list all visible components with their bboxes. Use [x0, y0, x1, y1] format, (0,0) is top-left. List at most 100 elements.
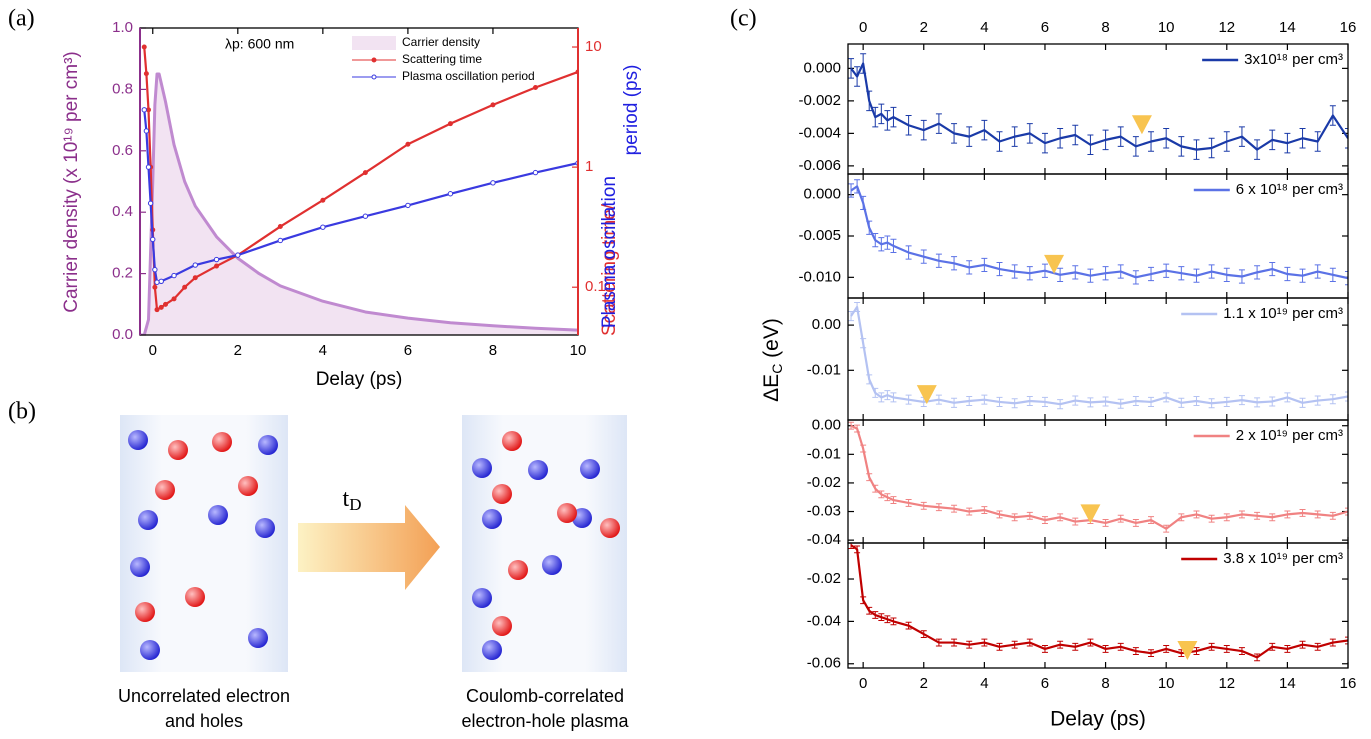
- panel-label: (b): [8, 399, 36, 425]
- y-tick-label: 1.0: [112, 19, 133, 36]
- line: [850, 305, 1348, 406]
- error-bar: [848, 58, 855, 79]
- point: [152, 284, 158, 290]
- y-tick-label: -0.03: [807, 503, 841, 520]
- legend-label: 1.1 x 10¹⁹ per cm³: [1223, 305, 1343, 322]
- error-bar: [1345, 271, 1348, 286]
- y2-tick-label: 1: [585, 158, 593, 175]
- hole: [208, 505, 228, 525]
- y2-tick-label: 0.1: [585, 278, 606, 295]
- electron: [238, 476, 258, 496]
- hole: [482, 509, 502, 529]
- hole: [130, 557, 150, 577]
- marker-triangle: [1080, 504, 1101, 524]
- area: [140, 74, 578, 335]
- point: [145, 164, 152, 170]
- caption: and holes: [165, 711, 243, 731]
- y-tick-label: 0.000: [803, 59, 841, 76]
- line: [140, 72, 578, 335]
- legend-label: 3.8 x 10¹⁹ per cm³: [1223, 550, 1343, 567]
- label-sub: C: [769, 364, 785, 374]
- y-tick-label: 0.2: [112, 265, 133, 282]
- label-main: t: [343, 486, 350, 512]
- electron: [492, 616, 512, 636]
- y-axis-label: ΔEC (eV): [760, 318, 785, 402]
- x-tick-label: 12: [1218, 19, 1235, 36]
- x-tick-label: 8: [489, 342, 497, 359]
- x-tick-label: 6: [1041, 675, 1049, 692]
- electron: [168, 440, 188, 460]
- point: [490, 180, 496, 186]
- plot-area: [848, 543, 1348, 662]
- point: [154, 307, 160, 313]
- marker-triangle: [916, 385, 937, 405]
- x-tick-label: 8: [1101, 19, 1109, 36]
- x-tick-label: 4: [319, 342, 327, 359]
- x-tick-label: 14: [1279, 675, 1296, 692]
- x-tick-label: 0: [149, 342, 157, 359]
- label-main: ΔE: [760, 374, 783, 402]
- y2-axis-label: Scattering time/: [599, 203, 620, 336]
- line: [850, 424, 1348, 530]
- point: [158, 304, 164, 310]
- x-tick-label: 10: [570, 342, 587, 359]
- point: [150, 236, 156, 243]
- x-axis-label: Delay (ps): [316, 369, 403, 390]
- y-tick-label: -0.02: [807, 570, 841, 587]
- y-tick-label: -0.004: [798, 124, 841, 141]
- panel-label: (a): [8, 6, 35, 32]
- point: [146, 107, 152, 113]
- label-unit: (eV): [760, 318, 783, 364]
- y-tick-label: -0.01: [807, 445, 841, 462]
- plot-area: [848, 302, 1348, 410]
- hole: [472, 588, 492, 608]
- arrow: [298, 505, 440, 590]
- electron: [502, 431, 522, 451]
- marker-triangle: [1177, 641, 1198, 661]
- point: [171, 296, 177, 302]
- y-tick-label: -0.005: [798, 227, 841, 244]
- point: [213, 256, 220, 263]
- y2-tick-label: 10: [585, 38, 602, 55]
- hole: [140, 640, 160, 660]
- plot-area: [848, 53, 1348, 160]
- y-tick-label: 0.00: [812, 417, 841, 434]
- point: [141, 107, 147, 113]
- y-tick-label: 0.000: [803, 186, 841, 203]
- x-tick-label: 0: [859, 675, 867, 692]
- x-tick-label: 6: [1041, 19, 1049, 36]
- line: [143, 109, 578, 284]
- line: [850, 544, 1348, 659]
- y-tick-label: 0.4: [112, 203, 133, 220]
- y-tick-label: -0.01: [807, 361, 841, 378]
- y-tick-label: -0.04: [807, 612, 841, 629]
- error-bar: [1345, 636, 1348, 645]
- hole: [255, 518, 275, 538]
- x-tick-label: 2: [234, 342, 242, 359]
- error-bar: [1345, 128, 1348, 149]
- y-axis-label: Carrier density (x 10¹⁹ per cm³): [61, 51, 82, 313]
- point: [447, 121, 453, 127]
- electron: [155, 480, 175, 500]
- line: [143, 46, 578, 311]
- electron: [557, 503, 577, 523]
- annotation: λp: 600 nm: [225, 36, 294, 52]
- y-tick-label: 0.8: [112, 80, 133, 97]
- x-axis-label: Delay (ps): [1050, 708, 1146, 731]
- point: [182, 284, 188, 290]
- plot-area: [848, 179, 1348, 286]
- x-tick-label: 8: [1101, 675, 1109, 692]
- electron: [600, 518, 620, 538]
- hole: [528, 460, 548, 480]
- caption: electron-hole plasma: [461, 711, 629, 731]
- error-bar: [848, 543, 855, 550]
- y-tick-label: -0.04: [807, 531, 841, 548]
- hole: [472, 458, 492, 478]
- point: [163, 301, 169, 307]
- point: [277, 224, 283, 230]
- error-bar: [848, 183, 855, 198]
- y-tick-label: -0.006: [798, 157, 841, 174]
- point: [447, 191, 454, 197]
- particles: [128, 430, 620, 660]
- hole: [128, 430, 148, 450]
